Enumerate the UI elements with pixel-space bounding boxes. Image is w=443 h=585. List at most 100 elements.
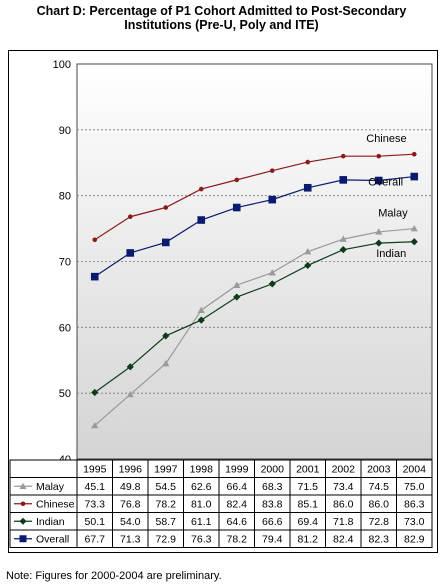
data-point-chinese bbox=[127, 214, 133, 220]
table-cell-value: 78.2 bbox=[156, 499, 177, 511]
y-tick-label: 50 bbox=[59, 388, 71, 400]
table-cell-value: 86.0 bbox=[369, 499, 390, 511]
table-cell-value: 75.0 bbox=[404, 481, 425, 493]
data-point-overall bbox=[197, 216, 206, 224]
data-point-malay bbox=[197, 306, 205, 314]
x-tick-label: 1999 bbox=[225, 464, 249, 476]
data-point-overall bbox=[268, 195, 277, 204]
data-point-overall bbox=[232, 203, 241, 212]
y-tick-label: 100 bbox=[53, 59, 71, 71]
data-point-overall bbox=[126, 249, 135, 257]
data-point-chinese bbox=[92, 237, 98, 243]
data-point-chinese bbox=[269, 168, 275, 173]
data-point-overall bbox=[339, 176, 348, 184]
data-point-indian bbox=[91, 388, 99, 397]
table-cell-value: 86.0 bbox=[333, 499, 354, 511]
table-cell-value: 54.0 bbox=[120, 516, 141, 528]
table-cell-value: 81.2 bbox=[298, 534, 319, 546]
data-point-malay bbox=[268, 269, 276, 276]
data-point-overall bbox=[161, 238, 170, 247]
data-point-chinese bbox=[411, 151, 417, 157]
x-tick-label: 2003 bbox=[367, 464, 391, 476]
table-cell-value: 79.4 bbox=[262, 534, 283, 546]
series-label-chinese: Chinese bbox=[366, 133, 406, 145]
data-point-malay bbox=[304, 248, 312, 255]
table-cell-value: 76.8 bbox=[120, 499, 141, 511]
table-cell-value: 71.5 bbox=[298, 481, 319, 493]
x-tick-label: 1995 bbox=[83, 464, 107, 476]
data-point-overall bbox=[374, 176, 383, 185]
x-tick-label: 2004 bbox=[403, 464, 427, 476]
table-series-name: Overall bbox=[36, 534, 69, 546]
chart-title-line-2: Institutions (Pre-U, Poly and ITE) bbox=[124, 18, 319, 32]
table-cell-value: 62.6 bbox=[191, 481, 212, 493]
table-cell-value: 67.7 bbox=[85, 534, 106, 546]
data-point-indian bbox=[375, 239, 383, 247]
y-tick-label: 70 bbox=[59, 257, 71, 269]
data-point-indian bbox=[197, 316, 205, 324]
table-cell-value: 72.8 bbox=[369, 516, 390, 528]
table-cell-value: 73.3 bbox=[85, 499, 106, 511]
x-tick-label: 1998 bbox=[190, 464, 214, 476]
table-cell-value: 50.1 bbox=[85, 516, 106, 528]
table-cell-value: 82.9 bbox=[404, 534, 425, 546]
table-cell-value: 73.0 bbox=[404, 516, 425, 528]
table-cell-value: 73.4 bbox=[333, 481, 354, 493]
table-cell-value: 54.5 bbox=[156, 481, 177, 493]
legend-marker-indian bbox=[19, 517, 27, 525]
series-label-indian: Indian bbox=[376, 248, 406, 260]
data-point-overall bbox=[410, 172, 419, 181]
series-line-chinese bbox=[94, 153, 415, 241]
legend-marker-malay bbox=[19, 482, 27, 490]
data-point-indian bbox=[268, 280, 276, 288]
series-label-overall: Overall bbox=[368, 177, 403, 189]
table-cell-value: 82.4 bbox=[227, 499, 248, 511]
table-cell-value: 71.8 bbox=[333, 516, 354, 528]
x-tick-label: 2000 bbox=[261, 464, 285, 476]
data-point-indian bbox=[339, 246, 347, 254]
data-point-indian bbox=[126, 363, 134, 371]
table-series-name: Indian bbox=[36, 516, 65, 528]
data-point-chinese bbox=[376, 153, 382, 159]
y-tick-label: 90 bbox=[59, 125, 71, 137]
table-cell-value: 69.4 bbox=[298, 516, 319, 528]
table-cell-value: 74.5 bbox=[369, 481, 390, 493]
table-cell-value: 66.6 bbox=[262, 516, 283, 528]
table-cell-value: 58.7 bbox=[156, 516, 177, 528]
data-point-overall bbox=[303, 183, 312, 192]
table-cell-value: 71.3 bbox=[120, 534, 141, 546]
chart-title-line-1: Chart D: Percentage of P1 Cohort Admitte… bbox=[36, 4, 407, 18]
table-series-name: Malay bbox=[36, 481, 65, 493]
x-tick-label: 1996 bbox=[119, 464, 143, 476]
footnote: Note: Figures for 2000-2004 are prelimin… bbox=[6, 570, 222, 582]
data-point-chinese bbox=[198, 186, 204, 192]
table-cell-value: 61.1 bbox=[191, 516, 212, 528]
series-line-overall bbox=[94, 175, 415, 278]
data-point-malay bbox=[410, 224, 418, 232]
data-point-malay bbox=[339, 235, 347, 242]
chart-title: Chart D: Percentage of P1 Cohort Admitte… bbox=[0, 4, 443, 32]
data-point-malay bbox=[126, 390, 134, 398]
data-point-malay bbox=[91, 421, 99, 429]
data-point-indian bbox=[304, 261, 312, 270]
table-cell-value: 86.3 bbox=[404, 499, 425, 511]
table-cell-value: 45.1 bbox=[85, 481, 106, 493]
table-cell-value: 83.8 bbox=[262, 499, 283, 511]
table-cell-value: 49.8 bbox=[120, 481, 141, 493]
y-tick-label: 80 bbox=[59, 191, 71, 203]
table-cell-value: 72.9 bbox=[156, 534, 177, 546]
data-point-chinese bbox=[163, 205, 169, 210]
x-tick-label: 2002 bbox=[332, 464, 356, 476]
data-point-chinese bbox=[340, 153, 346, 159]
data-point-indian bbox=[233, 293, 241, 301]
data-point-malay bbox=[375, 228, 383, 235]
data-point-malay bbox=[162, 359, 170, 367]
table-cell-value: 81.0 bbox=[191, 499, 212, 511]
table-cell-value: 82.3 bbox=[369, 534, 390, 546]
y-tick-label: 60 bbox=[59, 322, 71, 334]
table-cell-value: 76.3 bbox=[191, 534, 212, 546]
table-cell-value: 64.6 bbox=[227, 516, 248, 528]
table-cell-value: 66.4 bbox=[227, 481, 248, 493]
data-point-chinese bbox=[234, 177, 240, 183]
